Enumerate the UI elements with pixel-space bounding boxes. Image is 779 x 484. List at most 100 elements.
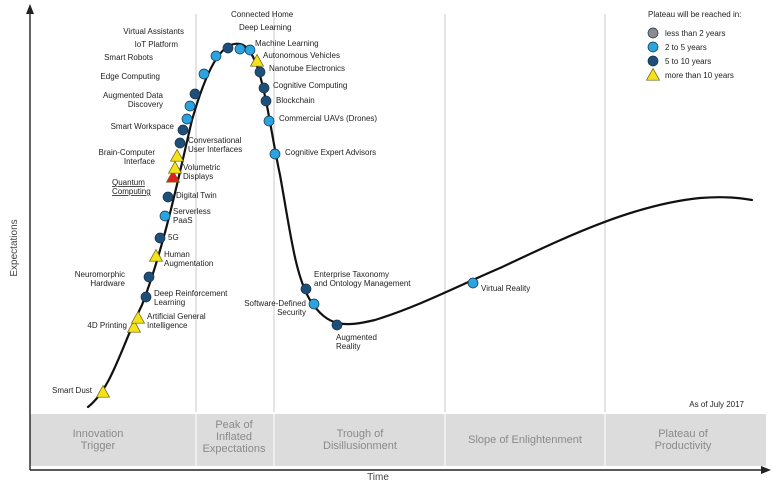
technology-label-line: Autonomous Vehicles: [263, 51, 340, 60]
technology-item: Augmented Data Discovery: [103, 91, 193, 125]
technology-label-line: IoT Platform: [135, 40, 179, 49]
technology-label-line: Security: [277, 308, 306, 317]
technology-label-line: Reality: [336, 342, 360, 351]
triangle-marker: [130, 310, 146, 324]
technology-label-line: Deep Learning: [239, 23, 291, 32]
technology-label: Smart Dust: [52, 386, 93, 395]
circle-marker: [467, 277, 479, 289]
technology-label: Human Augmentation: [164, 250, 213, 268]
circle-marker: [184, 100, 196, 112]
triangle-marker: [645, 67, 661, 81]
triangle-marker: [126, 319, 142, 333]
technology-label: Autonomous Vehicles: [263, 51, 340, 60]
y-axis-label: Expectations: [9, 219, 20, 276]
technology-label-line: Digital Twin: [176, 191, 217, 200]
phase-label: Slope of Enlightenment: [468, 434, 582, 446]
technology-item: Autonomous Vehicles: [249, 51, 340, 67]
circle-marker: [300, 283, 312, 295]
phase-label-line: Plateau of: [658, 428, 708, 440]
technology-label-line: Augmented: [336, 333, 377, 342]
technology-item: Virtual Assistants: [123, 27, 222, 62]
technology-label-line: Computing: [112, 187, 151, 196]
technology-label-line: and Ontology Management: [314, 279, 411, 288]
circle-marker: [162, 191, 174, 203]
legend-item: 2 to 5 years: [647, 41, 707, 53]
technology-label: Deep Reinforcement Learning: [154, 289, 228, 307]
technology-item: Neuromorphic Hardware: [75, 270, 155, 288]
phase-label-line: Productivity: [655, 440, 712, 452]
technology-item: Smart Workspace: [111, 122, 189, 136]
technology-item: Cognitive Expert Advisors: [269, 148, 376, 160]
circle-marker: [244, 44, 256, 56]
circle-marker: [210, 50, 222, 62]
triangle-marker: [167, 160, 183, 174]
technology-label-line: Conversational: [188, 136, 242, 145]
phase-label-line: Inflated: [216, 431, 252, 443]
technology-item: Smart Robots: [104, 53, 201, 100]
phase-label: Innovation Trigger: [73, 428, 124, 452]
technology-label-line: Machine Learning: [255, 39, 319, 48]
technology-label-line: 4D Printing: [87, 321, 127, 330]
technology-item: 5G: [154, 232, 179, 244]
triangle-marker: [148, 248, 164, 262]
legend-item-label: less than 2 years: [665, 29, 725, 38]
technology-label: Quantum Computing: [112, 178, 151, 196]
technology-label-line: Augmentation: [164, 259, 213, 268]
circle-marker: [198, 68, 210, 80]
y-axis-arrow: [26, 4, 34, 14]
technology-item: Human Augmentation: [148, 248, 213, 268]
phase-label-line: Peak of: [215, 419, 253, 431]
technology-label: Smart Robots: [104, 53, 153, 62]
technology-label: Brain-Computer Interface: [99, 148, 156, 166]
plot-background: [28, 8, 766, 414]
technology-item: Virtual Reality: [467, 277, 530, 293]
phase-label-line: Disillusionment: [323, 440, 397, 452]
legend-item-label: more than 10 years: [665, 71, 734, 80]
circle-marker: [254, 66, 266, 78]
phase-label: Trough of Disillusionment: [323, 428, 397, 452]
technology-label-line: Volumetric: [183, 163, 220, 172]
technology-label: Blockchain: [276, 96, 315, 105]
technology-item: Nanotube Electronics: [254, 64, 345, 78]
technology-label: Smart Workspace: [111, 122, 175, 131]
technology-label: IoT Platform: [135, 40, 179, 49]
technology-label: Augmented Data Discovery: [103, 91, 164, 109]
technology-label-line: Smart Dust: [52, 386, 93, 395]
technology-label-line: Neuromorphic: [75, 270, 125, 279]
circle-marker: [174, 137, 186, 149]
technology-item: Commercial UAVs (Drones): [263, 114, 377, 127]
circle-marker: [181, 113, 193, 125]
technology-label: Augmented Reality: [336, 333, 377, 351]
legend-item: more than 10 years: [645, 67, 734, 81]
circle-marker: [260, 95, 272, 107]
technology-label: Machine Learning: [255, 39, 319, 48]
as-of-date: As of July 2017: [689, 400, 744, 409]
technology-label-line: Enterprise Taxonomy: [314, 270, 389, 279]
x-axis-arrow: [761, 466, 771, 474]
legend-title: Plateau will be reached in:: [648, 10, 741, 19]
technology-label: Software-Defined Security: [244, 299, 306, 317]
phase-dividers: [195, 14, 606, 412]
technology-label-line: Intelligence: [147, 321, 188, 330]
technology-label: Nanotube Electronics: [269, 64, 345, 73]
legend-item-label: 2 to 5 years: [665, 43, 707, 52]
technology-label: Enterprise Taxonomy and Ontology Manageme…: [314, 270, 411, 288]
technology-label-line: Cognitive Computing: [273, 81, 347, 90]
technology-label: Cognitive Expert Advisors: [285, 148, 376, 157]
technology-label: Cognitive Computing: [273, 81, 347, 90]
triangle-marker: [249, 53, 265, 67]
phase-label: Plateau of Productivity: [655, 428, 712, 452]
technology-item: Edge Computing: [100, 72, 196, 112]
technology-item: Connected Home: [222, 10, 294, 54]
technology-label: 4D Printing: [87, 321, 127, 330]
technology-item: Quantum Computing: [112, 169, 181, 196]
legend: Plateau will be reached in: less than 2 …: [645, 10, 741, 81]
technology-label-line: 5G: [168, 233, 179, 242]
circle-marker: [331, 319, 343, 331]
phase-band: [30, 414, 766, 466]
technology-item: Enterprise Taxonomy and Ontology Manageme…: [300, 270, 411, 295]
technology-item: IoT Platform: [135, 40, 210, 80]
triangle-marker: [95, 384, 111, 398]
technology-item: Brain-Computer Interface: [99, 148, 185, 166]
